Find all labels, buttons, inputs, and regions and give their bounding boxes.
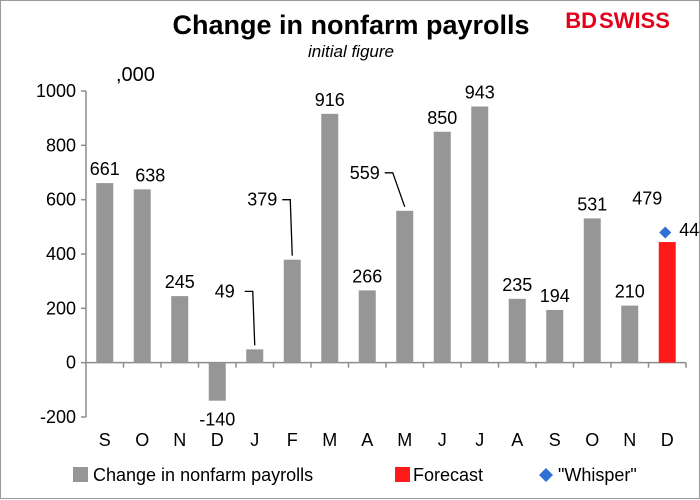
data-label: 661	[90, 159, 120, 179]
data-label: 379	[247, 190, 277, 210]
x-tick-label: N	[173, 430, 186, 450]
legend-swatch-whisper	[539, 468, 553, 482]
y-tick-label: 200	[46, 298, 76, 318]
units-label: ,000	[116, 64, 155, 86]
x-tick-label: D	[211, 430, 224, 450]
bar	[546, 309, 564, 363]
legend-label-forecast: Forecast	[413, 465, 483, 485]
x-tick-label: J	[438, 430, 447, 450]
data-label: 531	[577, 194, 607, 214]
bar	[433, 131, 451, 363]
y-tick-label: 400	[46, 244, 76, 264]
x-tick-label: S	[549, 430, 561, 450]
chart-subtitle: initial figure	[308, 42, 394, 61]
bar	[321, 113, 339, 363]
bar	[621, 305, 639, 363]
x-tick-label: M	[322, 430, 337, 450]
bar	[171, 296, 189, 363]
data-label: 235	[502, 275, 532, 295]
y-tick-label: 1000	[36, 81, 76, 101]
data-label: 943	[465, 82, 495, 102]
data-label: 916	[315, 90, 345, 110]
data-label: 210	[615, 282, 645, 302]
x-tick-label: O	[135, 430, 149, 450]
y-tick-label: 600	[46, 190, 76, 210]
x-tick-label: A	[361, 430, 373, 450]
data-label: 638	[135, 165, 165, 185]
legend: Change in nonfarm payrolls Forecast "Whisp…	[73, 465, 637, 485]
x-tick-label: J	[250, 430, 259, 450]
y-tick-label: 800	[46, 135, 76, 155]
data-label: 194	[540, 286, 570, 306]
bar	[583, 218, 601, 363]
bar	[283, 259, 301, 363]
bar	[133, 189, 151, 363]
data-label: 49	[215, 281, 235, 301]
leader-line	[282, 199, 293, 256]
bar	[471, 106, 489, 363]
logo-swiss-text: SWISS	[599, 8, 670, 33]
data-label: -140	[199, 410, 235, 430]
legend-label-whisper: "Whisper"	[558, 465, 637, 485]
bar	[358, 290, 376, 363]
x-tick-label: A	[511, 430, 523, 450]
x-tick-label: N	[623, 430, 636, 450]
logo-bd-text: BD	[565, 8, 597, 33]
legend-swatch-payrolls	[73, 467, 88, 482]
bars	[96, 106, 676, 401]
x-tick-label: S	[99, 430, 111, 450]
bar	[96, 183, 114, 363]
brand-logo: BD SWISS	[565, 8, 670, 33]
data-label: 266	[352, 266, 382, 286]
bar	[508, 298, 526, 363]
legend-label-payrolls: Change in nonfarm payrolls	[93, 465, 313, 485]
x-tick-label: M	[397, 430, 412, 450]
bar	[396, 210, 414, 363]
data-labels: 661 638 245 -140 49 379 916 266 559 850 943 235 194 5…	[90, 82, 700, 429]
leader-line	[244, 290, 256, 346]
data-label: 559	[350, 163, 380, 183]
bar	[208, 362, 226, 401]
y-tick-label: 0	[66, 353, 76, 373]
x-tick-label: F	[287, 430, 298, 450]
x-tick-label: J	[475, 430, 484, 450]
whisper-label: 479	[632, 189, 662, 209]
forecast-label: 444	[679, 220, 700, 240]
x-tick-label: D	[661, 430, 674, 450]
bar	[246, 349, 264, 363]
y-tick-label: -200	[40, 407, 76, 427]
leader-line	[384, 172, 406, 208]
forecast-bar	[658, 242, 676, 363]
chart-title: Change in nonfarm payrolls	[172, 10, 529, 40]
data-label: 850	[427, 108, 457, 128]
legend-swatch-forecast	[395, 467, 410, 482]
x-tick-label: O	[585, 430, 599, 450]
axes: -200 0 200 400 600 800 1000 S O N D J F M A M J J A S O N D	[36, 81, 687, 450]
data-label: 245	[165, 272, 195, 292]
whisper-marker	[659, 226, 672, 239]
